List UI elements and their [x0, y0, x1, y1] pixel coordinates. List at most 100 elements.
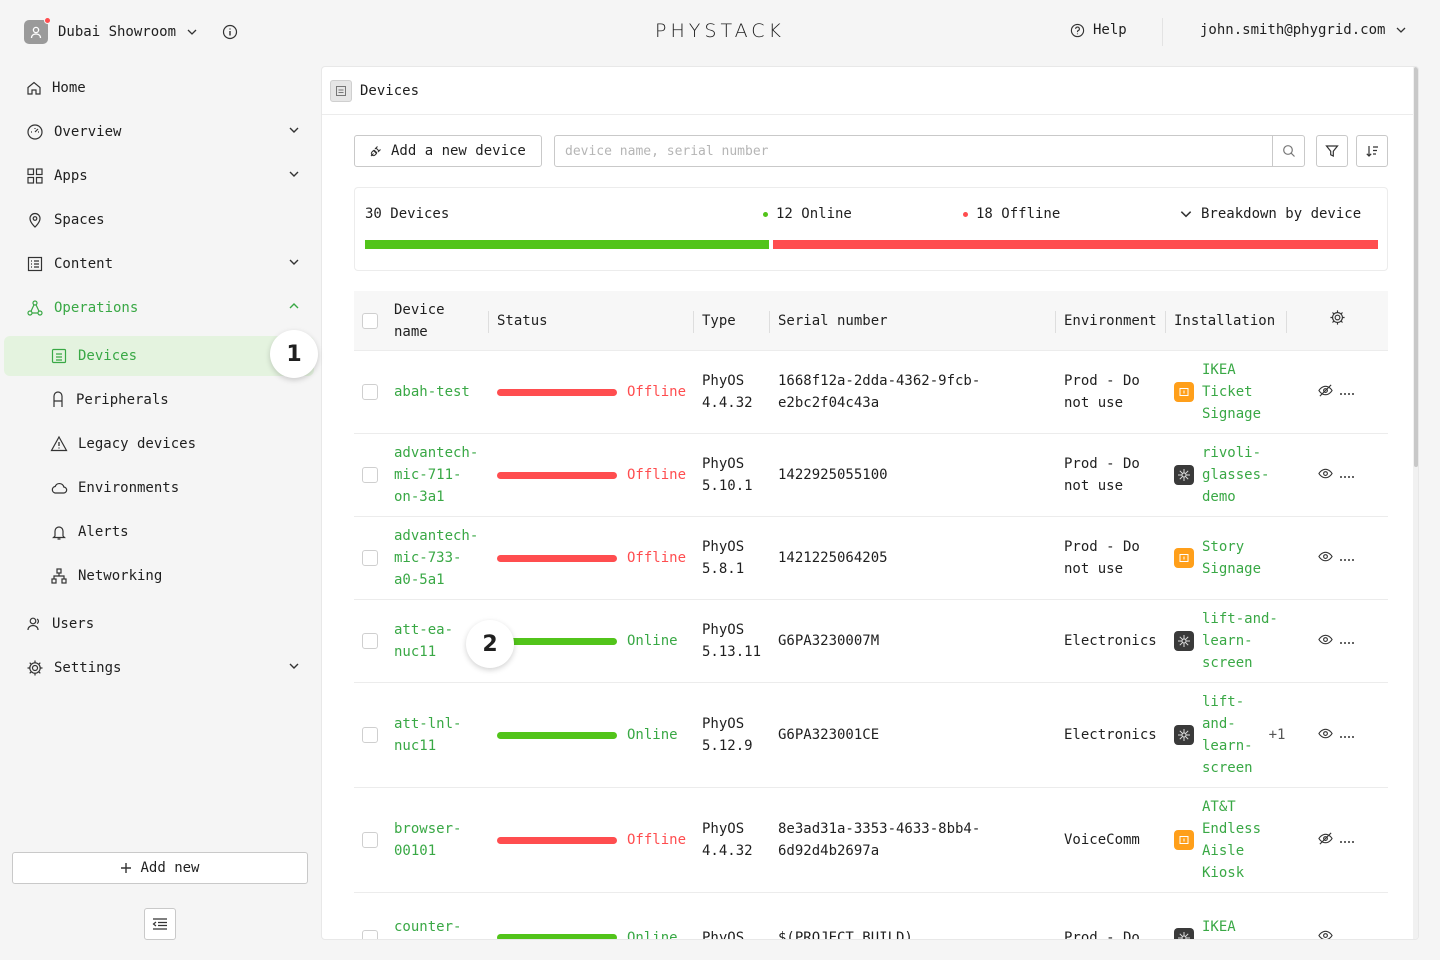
chevron-down-icon[interactable]	[288, 256, 300, 268]
table-row[interactable]: abah-test Offline PhyOS 4.4.32 1668f12a-2dda…	[354, 351, 1388, 434]
sort-button[interactable]	[1356, 135, 1388, 167]
cell-line: att-ea-	[394, 622, 454, 638]
installation-cell: IKEA Counter	[1174, 893, 1261, 940]
installation-link[interactable]: lift-and-learn-screen	[1202, 691, 1253, 779]
column-status[interactable]: Status	[497, 313, 548, 329]
column-installation[interactable]: Installation	[1174, 313, 1276, 329]
workspace-switcher[interactable]: Dubai Showroom	[24, 17, 238, 44]
row-checkbox[interactable]	[362, 434, 378, 516]
sidebar-item-operations[interactable]: Operations	[26, 296, 299, 320]
eye-off-icon[interactable]	[1318, 831, 1333, 850]
app-logo[interactable]: PHYSTACK	[655, 20, 785, 42]
device-name-link[interactable]: att-lnl-nuc11	[394, 683, 494, 787]
sidebar-item-overview[interactable]: Overview	[26, 120, 299, 144]
sidebar-item-networking[interactable]: Networking	[50, 564, 162, 588]
row-checkbox[interactable]	[362, 788, 378, 892]
device-name-link[interactable]: att-ea-nuc11	[394, 600, 494, 682]
environment-cell: Electronics	[1064, 683, 1157, 787]
installation-link[interactable]: Story Signage	[1202, 536, 1261, 580]
workspace-name[interactable]: Dubai Showroom	[58, 24, 177, 40]
eye-icon[interactable]	[1318, 632, 1333, 651]
sidebar-item-apps[interactable]: Apps	[26, 164, 299, 188]
filter-button[interactable]	[1316, 135, 1348, 167]
installation-cell: IKEA Ticket Signage	[1174, 351, 1261, 433]
status-bar	[497, 836, 617, 844]
chevron-down-icon[interactable]	[288, 124, 300, 136]
more-options-icon[interactable]	[1339, 727, 1355, 743]
device-name-link[interactable]: advantech-mic-733- a0-5a1	[394, 517, 494, 599]
sidebar-item-peripherals[interactable]: Peripherals	[50, 388, 169, 412]
eye-icon[interactable]	[1318, 466, 1333, 485]
table-row[interactable]: advantech-mic-733- a0-5a1 Offline PhyOS 5.8.…	[354, 517, 1388, 600]
row-checkbox[interactable]	[362, 351, 378, 433]
table-row[interactable]: advantech-mic-711- on-3a1 Offline PhyOS 5.10…	[354, 434, 1388, 517]
more-options-icon[interactable]	[1339, 930, 1355, 939]
more-options-icon[interactable]	[1339, 467, 1355, 483]
table-row[interactable]: counter-signage- Online PhyOS $(PROJECT_BUI…	[354, 893, 1388, 940]
chevron-down-icon[interactable]	[288, 660, 300, 672]
help-button[interactable]: Help	[1070, 22, 1127, 38]
more-options-icon[interactable]	[1339, 550, 1355, 566]
device-name-link[interactable]: counter-signage-	[394, 893, 494, 939]
select-all-checkbox[interactable]	[362, 291, 378, 351]
chevron-up-icon[interactable]	[288, 300, 300, 312]
sidebar-item-home[interactable]: Home	[26, 76, 86, 100]
scrollbar-track[interactable]	[1413, 67, 1418, 939]
eye-off-icon[interactable]	[1318, 383, 1333, 402]
cell-line: PhyOS	[702, 716, 745, 732]
sidebar-item-alerts[interactable]: Alerts	[50, 520, 129, 544]
installation-link[interactable]: rivoli-glasses-demo	[1202, 442, 1269, 508]
column-divider	[488, 311, 489, 333]
installation-more-count[interactable]: +1	[1268, 727, 1286, 743]
breakdown-toggle[interactable]: Breakdown by device	[1179, 206, 1361, 222]
row-checkbox[interactable]	[362, 600, 378, 682]
sidebar: Home Overview Apps Spaces Content Operat…	[0, 64, 320, 960]
eye-icon[interactable]	[1318, 726, 1333, 745]
sidebar-item-devices[interactable]: Devices	[50, 344, 137, 368]
sidebar-item-spaces[interactable]: Spaces	[26, 208, 105, 232]
column-settings-button[interactable]	[1329, 287, 1346, 347]
device-name-link[interactable]: advantech-mic-711- on-3a1	[394, 434, 494, 516]
peripheral-icon	[53, 391, 63, 407]
row-checkbox[interactable]	[362, 893, 378, 939]
sidebar-item-users[interactable]: Users	[26, 612, 94, 636]
device-name-link[interactable]: abah-test	[394, 351, 494, 433]
installation-link[interactable]: lift-and-learn-screen	[1202, 608, 1278, 674]
eye-icon[interactable]	[1318, 549, 1333, 568]
sidebar-item-settings[interactable]: Settings	[26, 656, 299, 680]
more-options-icon[interactable]	[1339, 633, 1355, 649]
column-type[interactable]: Type	[702, 313, 736, 329]
eye-icon[interactable]	[1318, 928, 1333, 939]
sidebar-item-content[interactable]: Content	[26, 252, 299, 276]
table-row[interactable]: browser- 00101 Offline PhyOS 4.4.32 8e3ad31a-…	[354, 788, 1388, 893]
column-device-name[interactable]: Device name	[394, 302, 445, 340]
user-email: john.smith@phygrid.com	[1200, 22, 1386, 38]
add-new-button[interactable]: Add new	[12, 852, 308, 884]
more-options-icon[interactable]	[1339, 832, 1355, 848]
user-menu[interactable]: john.smith@phygrid.com	[1200, 22, 1407, 38]
installation-link[interactable]: IKEA Counter	[1202, 916, 1261, 940]
more-options-icon[interactable]	[1339, 384, 1355, 400]
device-name-link[interactable]: browser- 00101	[394, 788, 494, 892]
column-environment[interactable]: Environment	[1064, 313, 1157, 329]
installation-link[interactable]: IKEA Ticket Signage	[1202, 359, 1261, 425]
search-input[interactable]	[555, 136, 1272, 166]
info-icon[interactable]	[222, 24, 238, 40]
add-device-button[interactable]: Add a new device	[354, 135, 542, 167]
sidebar-item-label: Alerts	[78, 524, 129, 540]
scrollbar-thumb[interactable]	[1414, 67, 1418, 467]
installation-app-icon	[1174, 725, 1194, 745]
installation-link[interactable]: AT&T Endless Aisle Kiosk	[1202, 796, 1261, 884]
sidebar-item-environments[interactable]: Environments	[50, 476, 179, 500]
collapse-sidebar-button[interactable]	[144, 908, 176, 940]
search-button[interactable]	[1272, 136, 1304, 166]
table-row[interactable]: att-ea-nuc11 Online PhyOS 5.13.11 G6PA323000…	[354, 600, 1388, 683]
column-serial[interactable]: Serial number	[778, 313, 888, 329]
row-checkbox[interactable]	[362, 517, 378, 599]
row-checkbox[interactable]	[362, 683, 378, 787]
chevron-down-icon[interactable]	[288, 168, 300, 180]
chevron-down-icon[interactable]	[186, 26, 198, 38]
table-row[interactable]: att-lnl-nuc11 Online PhyOS 5.12.9 G6PA323001…	[354, 683, 1388, 788]
cell-line: Prod - Do	[1064, 373, 1140, 389]
sidebar-item-legacy-devices[interactable]: Legacy devices	[50, 432, 196, 456]
